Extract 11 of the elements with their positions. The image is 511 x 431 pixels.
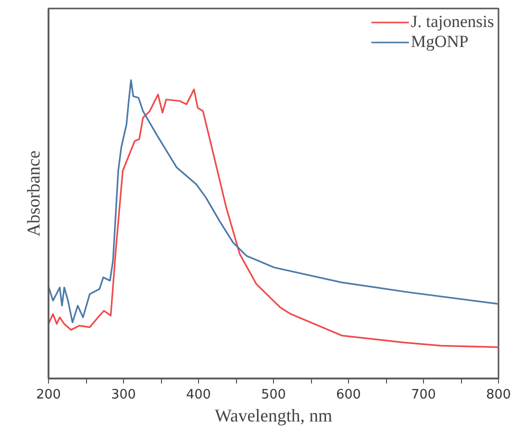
legend-label: J. tajonensis <box>410 12 494 32</box>
x-tick-label: 200 <box>36 388 61 402</box>
x-tick-label: 400 <box>186 388 211 402</box>
x-tick-label: 600 <box>336 388 361 402</box>
x-tick-label: 700 <box>411 388 436 402</box>
legend-label: MgONP <box>410 32 469 52</box>
x-tick-label: 500 <box>261 388 286 402</box>
y-axis-title: Absorbance <box>24 150 44 236</box>
x-tick-label: 300 <box>111 388 136 402</box>
x-tick-label: 800 <box>486 388 511 402</box>
x-axis-title: Wavelength, nm <box>214 406 332 426</box>
